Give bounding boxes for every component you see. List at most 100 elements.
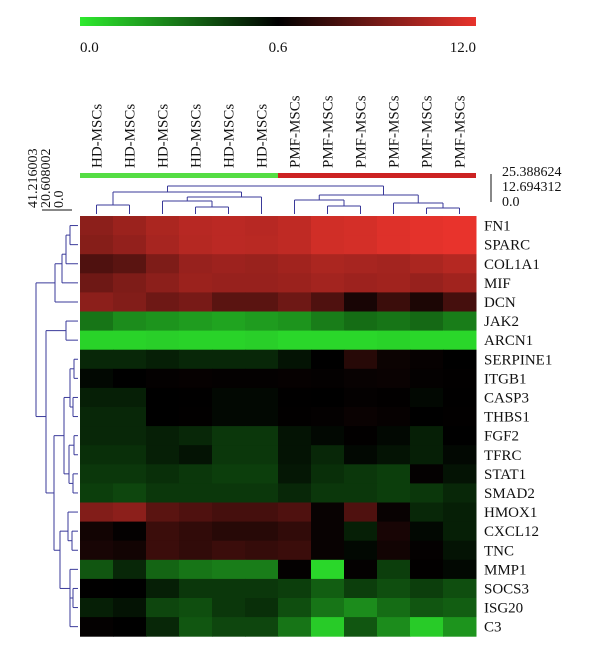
row-dendrogram bbox=[35, 225, 78, 628]
heatmap-cell bbox=[146, 464, 180, 484]
heatmap-cell bbox=[212, 349, 246, 370]
heatmap-cell bbox=[377, 349, 411, 370]
heatmap-cell bbox=[377, 216, 411, 236]
heatmap-cell bbox=[212, 483, 246, 503]
heatmap-cell bbox=[377, 368, 411, 389]
heatmap-cell bbox=[344, 349, 378, 370]
heatmap-cell bbox=[212, 578, 246, 599]
group-color-bar bbox=[80, 173, 476, 178]
column-label: HD-MSCs bbox=[222, 104, 238, 168]
heatmap-cell bbox=[278, 578, 312, 599]
heatmap-cell bbox=[377, 559, 411, 580]
heatmap-cell bbox=[245, 387, 279, 408]
heatmap-cell bbox=[410, 617, 444, 637]
heatmap-cell bbox=[311, 407, 345, 427]
heatmap-cell bbox=[410, 483, 444, 503]
heatmap-cell bbox=[344, 254, 378, 274]
row-labels: FN1 SPARC COL1A1 MIF DCN JAK2 ARCN1 SERPINE1 ITG… bbox=[484, 219, 552, 636]
heatmap-cell bbox=[410, 387, 444, 408]
heatmap-cell bbox=[377, 445, 411, 465]
column-scale-tick-label: 12.694312 bbox=[502, 180, 562, 195]
heatmap-cell bbox=[311, 540, 345, 561]
row-label: CXCL12 bbox=[484, 524, 539, 540]
row-label: THBS1 bbox=[484, 410, 530, 426]
heatmap-cell bbox=[278, 617, 312, 637]
column-labels: HD-MSCs HD-MSCs HD-MSCs HD-MSCs HD-MSCs HD-MS… bbox=[90, 95, 469, 168]
heatmap-cell bbox=[80, 464, 114, 484]
heatmap-cell bbox=[344, 235, 378, 255]
heatmap-cell bbox=[410, 426, 444, 446]
heatmap-cell bbox=[311, 330, 345, 351]
heatmap-cell bbox=[311, 617, 345, 637]
row-label: COL1A1 bbox=[484, 257, 540, 273]
heatmap-cell bbox=[113, 292, 147, 312]
heatmap-cell bbox=[377, 407, 411, 427]
heatmap-cell bbox=[344, 426, 378, 446]
heatmap-cell bbox=[212, 540, 246, 561]
heatmap-cell bbox=[443, 387, 477, 408]
heatmap-cell bbox=[311, 483, 345, 503]
heatmap-cell bbox=[179, 273, 213, 293]
heatmap-cell bbox=[113, 540, 147, 561]
column-label: PMF-MSCs bbox=[453, 95, 469, 168]
heatmap-cells bbox=[80, 216, 477, 637]
heatmap-cell bbox=[212, 216, 246, 236]
heatmap-cell bbox=[179, 445, 213, 465]
group-bar-segment bbox=[278, 173, 476, 178]
heatmap-cell bbox=[179, 598, 213, 618]
heatmap-cell bbox=[311, 254, 345, 274]
heatmap-cell bbox=[311, 292, 345, 312]
row-label: TNC bbox=[484, 543, 514, 559]
heatmap-cell bbox=[146, 387, 180, 408]
row-label: TFRC bbox=[484, 448, 522, 464]
heatmap-cell bbox=[113, 483, 147, 503]
column-label: HD-MSCs bbox=[123, 104, 139, 168]
heatmap-cell bbox=[212, 330, 246, 351]
heatmap-cell bbox=[179, 407, 213, 427]
column-label: PMF-MSCs bbox=[321, 95, 337, 168]
heatmap-cell bbox=[410, 559, 444, 580]
heatmap-cell bbox=[344, 387, 378, 408]
heatmap-cell bbox=[146, 349, 180, 370]
heatmap-cell bbox=[443, 368, 477, 389]
heatmap-cell bbox=[80, 368, 114, 389]
heatmap-cell bbox=[146, 330, 180, 351]
heatmap-cell bbox=[245, 426, 279, 446]
heatmap-cell bbox=[146, 617, 180, 637]
heatmap-cell bbox=[179, 502, 213, 523]
heatmap-cell bbox=[113, 578, 147, 599]
heatmap-cell bbox=[278, 426, 312, 446]
heatmap-cell bbox=[344, 521, 378, 542]
heatmap-cell bbox=[113, 464, 147, 484]
heatmap-cell bbox=[344, 292, 378, 312]
heatmap-cell bbox=[80, 540, 114, 561]
heatmap-cell bbox=[245, 216, 279, 236]
heatmap-cell bbox=[443, 445, 477, 465]
heatmap-cell bbox=[278, 445, 312, 465]
heatmap-cell bbox=[179, 254, 213, 274]
color-scale-tick-label: 12.0 bbox=[450, 40, 476, 56]
heatmap-cell bbox=[80, 521, 114, 542]
heatmap-cell bbox=[212, 464, 246, 484]
heatmap-cell bbox=[245, 349, 279, 370]
heatmap-cell bbox=[113, 617, 147, 637]
heatmap-cell bbox=[146, 598, 180, 618]
heatmap-cell bbox=[311, 311, 345, 332]
row-label: SERPINE1 bbox=[484, 352, 552, 368]
heatmap-cell bbox=[80, 445, 114, 465]
heatmap-cell bbox=[245, 235, 279, 255]
heatmap-cell bbox=[80, 387, 114, 408]
heatmap-cell bbox=[344, 407, 378, 427]
heatmap-cell bbox=[179, 292, 213, 312]
heatmap-cell bbox=[443, 426, 477, 446]
heatmap-cell bbox=[113, 349, 147, 370]
heatmap-cell bbox=[377, 540, 411, 561]
heatmap-cell bbox=[80, 598, 114, 618]
heatmap-cell bbox=[278, 292, 312, 312]
heatmap-cell bbox=[344, 216, 378, 236]
row-label: SOCS3 bbox=[484, 581, 529, 597]
heatmap-cell bbox=[443, 407, 477, 427]
heatmap-cell bbox=[377, 330, 411, 351]
heatmap-cell bbox=[443, 578, 477, 599]
